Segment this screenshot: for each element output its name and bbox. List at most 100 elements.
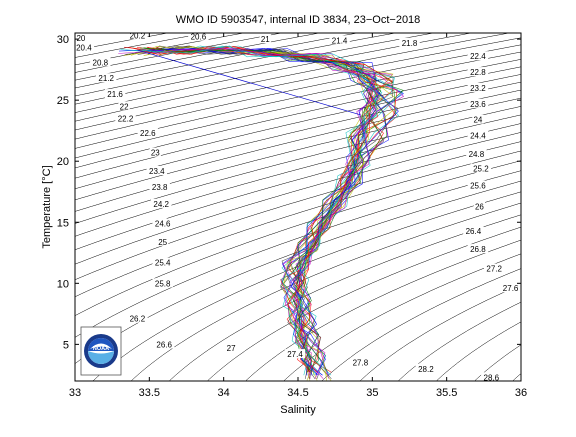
contour-label-text: 25.8 xyxy=(155,279,171,288)
contour-label-text: 24.8 xyxy=(469,150,485,159)
contour-label-text: 22.8 xyxy=(470,68,486,77)
contour-label-text: 27.4 xyxy=(287,350,303,359)
contour-label: 24.8 xyxy=(466,148,487,159)
contour-label: 28.6 xyxy=(481,372,502,382)
contour-label: 21.6 xyxy=(104,89,126,99)
contour-label-text: 26 xyxy=(475,202,484,211)
contour-label-text: 20.8 xyxy=(93,58,109,67)
contour-label: 20.6 xyxy=(188,31,209,42)
contour-label: 20.4 xyxy=(73,42,95,53)
density-contour-line xyxy=(75,37,521,131)
contour-label: 22.6 xyxy=(137,128,158,138)
contour-label-bg xyxy=(259,34,271,44)
contour-label-text: 20.2 xyxy=(130,31,146,40)
contour-label-bg xyxy=(350,357,371,367)
contour-label: 23.2 xyxy=(467,82,489,93)
density-contour-labels: 20 20.2 20.4 20.6 20.8 21 21.2 21.4 21.6 21.8 22 22… xyxy=(73,30,521,382)
contour-label: 21.4 xyxy=(329,35,350,45)
contour-label-text: 20 xyxy=(76,34,85,43)
contour-label-bg xyxy=(157,236,169,246)
contour-label-bg xyxy=(151,198,172,208)
contour-label: 26.4 xyxy=(463,225,484,236)
profile-lines xyxy=(118,45,405,381)
contour-label-bg xyxy=(118,101,130,111)
contour-label-bg xyxy=(467,244,489,254)
density-contour-line xyxy=(435,321,521,381)
contour-label: 27.4 xyxy=(284,349,306,359)
contour-label-bg xyxy=(127,30,148,40)
contour-label-bg xyxy=(467,82,489,92)
contour-label: 24.2 xyxy=(151,198,172,209)
contour-label-text: 23.4 xyxy=(149,167,165,176)
contour-label-text: 22 xyxy=(120,102,129,111)
contour-label-bg xyxy=(152,278,173,288)
contour-label: 27.8 xyxy=(350,357,371,368)
logo-text: NOAA xyxy=(93,346,109,352)
contour-label: 26.8 xyxy=(467,244,489,254)
contour-label-bg xyxy=(149,147,161,157)
contour-label-text: 23.2 xyxy=(470,84,486,93)
contour-label: 20.2 xyxy=(127,30,148,40)
contour-label: 21.2 xyxy=(96,73,117,83)
contour-label-bg xyxy=(415,363,437,373)
y-tick-label: 15 xyxy=(57,217,69,229)
contour-label-text: 21 xyxy=(261,35,270,44)
density-contour-line xyxy=(75,74,521,179)
y-tick-label: 25 xyxy=(57,95,69,107)
contour-label-bg xyxy=(115,113,136,123)
x-tick-label: 35 xyxy=(366,387,378,399)
x-tick-label: 34.5 xyxy=(287,387,308,399)
contour-label-text: 27 xyxy=(227,344,236,353)
contour-label: 22.8 xyxy=(467,67,489,77)
contour-label: 25.4 xyxy=(152,257,173,268)
contour-label: 20 xyxy=(75,32,87,43)
contour-label: 22 xyxy=(118,101,130,111)
contour-label-text: 28.2 xyxy=(418,365,434,374)
contour-label-text: 25.2 xyxy=(473,165,489,174)
contour-label-bg xyxy=(284,349,306,359)
contour-label-text: 20.4 xyxy=(76,44,92,53)
x-tick-label: 34 xyxy=(218,387,230,399)
contour-label-bg xyxy=(467,67,489,77)
density-contour-line xyxy=(168,214,521,381)
x-tick-label: 36 xyxy=(515,387,527,399)
contour-label: 26 xyxy=(473,201,485,211)
contour-label-bg xyxy=(467,130,489,140)
contour-label: 21.8 xyxy=(399,37,420,48)
contour-label-text: 23.8 xyxy=(152,183,168,192)
contour-label-bg xyxy=(152,218,173,228)
contour-label: 20.8 xyxy=(90,57,111,67)
logo-water xyxy=(88,351,114,364)
contour-label-text: 22.2 xyxy=(118,115,134,124)
contour-label-text: 26.6 xyxy=(156,340,172,349)
contour-label-bg xyxy=(481,372,502,382)
contour-label: 27.2 xyxy=(484,263,505,274)
density-contour-line xyxy=(321,268,521,381)
contour-label-text: 25 xyxy=(158,238,167,247)
contour-label-text: 25.6 xyxy=(470,182,486,191)
logo-gull xyxy=(90,343,112,349)
contour-label: 25.6 xyxy=(467,180,489,191)
contour-label-bg xyxy=(90,57,111,67)
contour-label-text: 24.4 xyxy=(470,132,486,141)
density-contour-line xyxy=(75,33,359,89)
x-tick-label: 35.5 xyxy=(436,387,457,399)
contour-label-text: 27.6 xyxy=(503,284,519,293)
contour-label-text: 27.2 xyxy=(486,265,502,274)
contour-label-text: 21.4 xyxy=(332,36,348,45)
profile-spike-line xyxy=(137,49,361,116)
contour-label: 24 xyxy=(472,114,484,125)
contour-label-bg xyxy=(467,51,489,61)
contour-label-bg xyxy=(152,257,173,267)
contour-label-bg xyxy=(472,114,484,124)
contour-label-text: 23 xyxy=(151,149,160,158)
profile-line xyxy=(155,48,379,379)
contour-label-bg xyxy=(75,32,87,42)
contour-label-bg xyxy=(467,180,489,190)
y-axis-label: Temperature [°C] xyxy=(41,165,53,248)
contour-label-bg xyxy=(127,313,148,323)
contour-label: 22.2 xyxy=(115,113,136,124)
x-tick-label: 33 xyxy=(69,387,81,399)
y-tick-label: 10 xyxy=(57,278,69,290)
